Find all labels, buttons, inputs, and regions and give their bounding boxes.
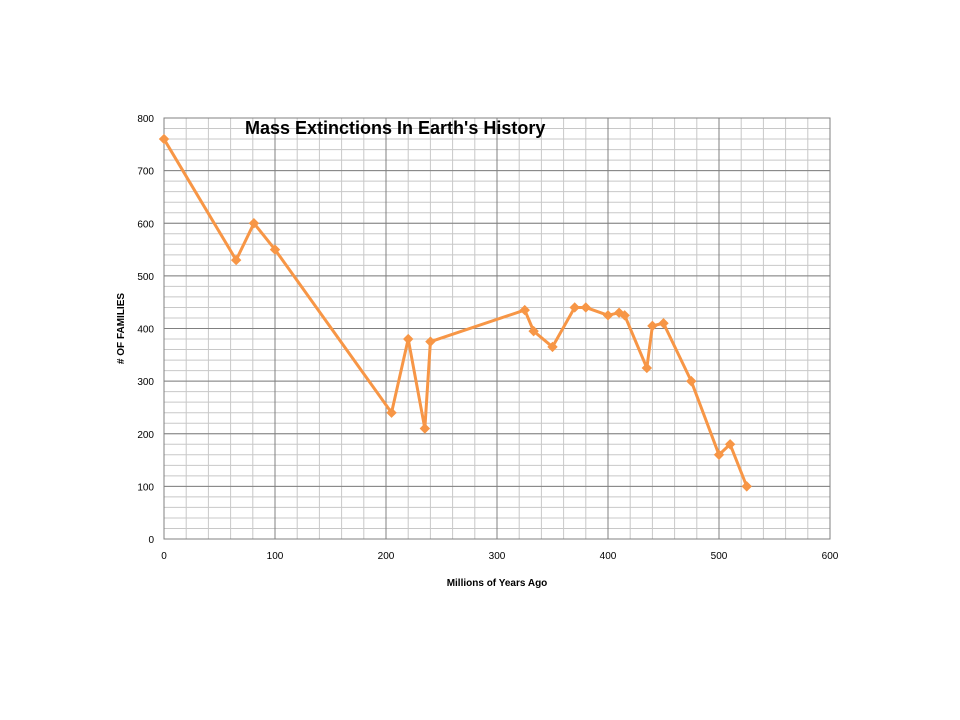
x-tick-label: 100	[267, 551, 284, 562]
x-axis-tick-labels: 0 100 200 300 400 500 600	[161, 551, 839, 562]
data-point-marker	[602, 310, 614, 321]
y-tick-label: 600	[137, 219, 154, 230]
x-axis-title: Millions of Years Ago	[447, 578, 548, 589]
x-tick-label: 400	[600, 551, 617, 562]
data-point-marker	[686, 375, 697, 387]
y-tick-label: 100	[137, 482, 154, 493]
data-point-marker	[647, 320, 658, 332]
data-point-marker	[425, 336, 436, 347]
data-point-marker	[641, 362, 653, 374]
data-point-marker	[419, 423, 431, 434]
x-tick-label: 0	[161, 551, 167, 562]
data-point-marker	[519, 304, 530, 316]
x-tick-label: 200	[378, 551, 395, 562]
data-point-marker	[658, 318, 669, 329]
data-point-marker	[724, 439, 736, 450]
plot-area-border	[163, 117, 831, 540]
data-point-marker	[713, 449, 725, 461]
x-tick-label: 300	[489, 551, 506, 562]
series-line	[162, 138, 749, 487]
data-point-marker	[386, 407, 397, 418]
x-tick-label: 600	[822, 551, 839, 562]
y-tick-label: 700	[137, 167, 154, 178]
data-point-marker	[569, 302, 580, 313]
y-tick-label: 500	[137, 272, 154, 283]
y-tick-label: 300	[137, 377, 154, 388]
data-point-marker	[547, 341, 558, 353]
y-axis-title: # OF FAMILIES	[116, 293, 127, 364]
data-point-marker	[402, 333, 414, 345]
y-tick-label: 0	[148, 535, 154, 546]
data-point-marker	[619, 310, 630, 321]
data-point-markers	[158, 133, 752, 492]
chart-title: Mass Extinctions In Earth's History	[245, 118, 545, 138]
y-axis-tick-labels: 0 100 200 300 400 500 600 700 800	[137, 114, 154, 546]
data-point-marker	[158, 133, 170, 145]
x-tick-label: 500	[711, 551, 728, 562]
data-point-marker	[580, 302, 592, 313]
y-tick-label: 800	[137, 114, 154, 125]
data-point-marker	[248, 218, 260, 229]
y-tick-label: 400	[137, 325, 154, 336]
data-point-marker	[269, 244, 281, 255]
data-point-marker	[230, 254, 242, 266]
y-tick-label: 200	[137, 430, 154, 441]
data-point-marker	[528, 325, 539, 337]
data-point-marker	[741, 481, 752, 492]
